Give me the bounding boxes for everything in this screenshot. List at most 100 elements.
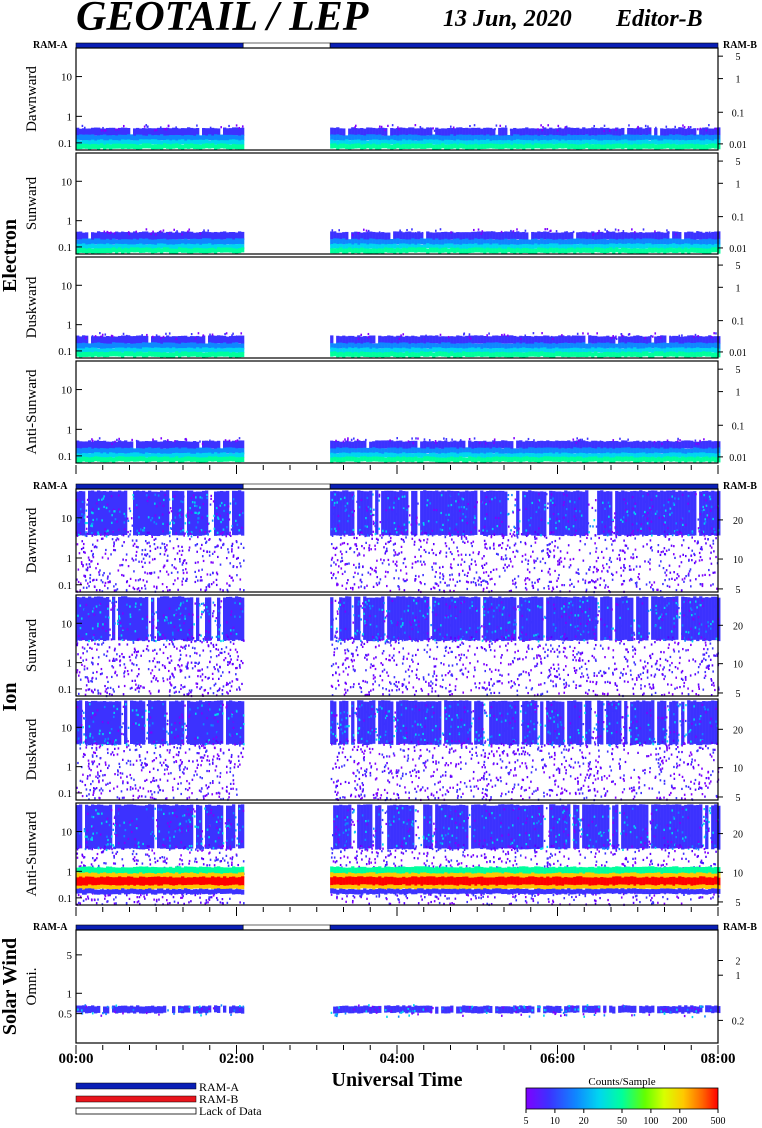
- spectrogram-cell: [84, 336, 87, 339]
- spectrogram-cell: [158, 516, 161, 519]
- spectrogram-cell: [393, 491, 397, 536]
- spectrogram-cell: [645, 456, 649, 462]
- spectrogram-cell: [351, 497, 354, 500]
- spectrogram-cell: [387, 140, 391, 146]
- spectrogram-cell: [489, 248, 493, 254]
- spectrogram-cell: [423, 539, 425, 542]
- spectrogram-cell: [384, 336, 388, 345]
- spectrogram-cell: [579, 348, 583, 354]
- spectrogram-cell: [646, 517, 649, 520]
- spectrogram-cell: [352, 586, 354, 590]
- spectrogram-cell: [190, 532, 192, 535]
- spectrogram-cell: [81, 513, 83, 516]
- spectrogram-cell: [504, 244, 508, 250]
- spectrogram-cell: [699, 448, 703, 455]
- spectrogram-cell: [103, 232, 107, 241]
- spectrogram-cell: [438, 128, 442, 137]
- spectrogram-cell: [401, 532, 404, 535]
- spectrogram-cell: [504, 352, 508, 358]
- spectrogram-cell: [564, 231, 568, 240]
- spectrogram-cell: [339, 135, 343, 142]
- spectrogram-cell: [127, 441, 131, 450]
- spectrogram-cell: [235, 238, 239, 245]
- spectrogram-cell: [392, 506, 395, 509]
- spectrogram-cell: [178, 509, 181, 513]
- spectrogram-cell: [489, 143, 493, 149]
- spectrogram-cell: [366, 231, 369, 234]
- spectrogram-cell: [573, 127, 577, 136]
- spectrogram-cell: [633, 351, 637, 357]
- spectrogram-cell: [609, 134, 613, 141]
- spectrogram-cell: [170, 571, 173, 574]
- spectrogram-cell: [524, 229, 527, 232]
- spectrogram-cell: [451, 513, 454, 516]
- spectrogram-cell: [486, 127, 490, 136]
- spectrogram-cell: [642, 495, 644, 498]
- spectrogram-cell: [637, 126, 639, 129]
- spectrogram-cell: [495, 452, 499, 458]
- spectrogram-cell: [717, 491, 721, 536]
- spectrogram-cell: [160, 456, 164, 462]
- spectrogram-cell: [515, 549, 518, 552]
- spectrogram-cell: [558, 453, 562, 459]
- spectrogram-cell: [634, 527, 636, 530]
- spectrogram-cell: [717, 135, 721, 142]
- spectrogram-cell: [387, 335, 391, 344]
- spectrogram-cell: [563, 441, 565, 444]
- spectrogram-cell: [570, 336, 574, 345]
- spectrogram-cell: [708, 238, 712, 245]
- spectrogram-cell: [390, 440, 394, 449]
- spectrogram-cell: [118, 498, 121, 501]
- spectrogram-cell: [693, 128, 697, 137]
- spectrogram-cell: [217, 516, 219, 519]
- spectrogram-cell: [478, 529, 480, 532]
- spectrogram-cell: [651, 247, 655, 253]
- spectrogram-cell: [241, 125, 244, 128]
- spectrogram-cell: [682, 553, 684, 556]
- spectrogram-cell: [81, 540, 84, 543]
- spectrogram-cell: [717, 441, 721, 450]
- spectrogram-cell: [661, 442, 663, 446]
- spectrogram-cell: [441, 351, 445, 357]
- spectrogram-cell: [413, 543, 416, 546]
- spectrogram-cell: [471, 140, 475, 146]
- spectrogram-cell: [645, 447, 649, 454]
- spectrogram-cell: [648, 243, 652, 249]
- spectrogram-cell: [118, 437, 120, 440]
- spectrogram-cell: [92, 532, 94, 535]
- spectrogram-cell: [630, 144, 634, 150]
- spectrogram-cell: [132, 494, 135, 497]
- spectrogram-cell: [717, 231, 721, 240]
- spectrogram-cell: [549, 441, 553, 450]
- spectrogram-cell: [184, 568, 187, 571]
- spectrogram-cell: [528, 248, 532, 254]
- spectrogram-cell: [154, 453, 158, 459]
- spectrogram-cell: [193, 135, 197, 142]
- spectrogram-cell: [562, 516, 565, 519]
- spectrogram-cell: [91, 448, 95, 455]
- spectrogram-cell: [396, 352, 400, 358]
- spectrogram-cell: [537, 351, 541, 357]
- spectrogram-cell: [435, 229, 437, 232]
- spectrogram-cell: [88, 238, 92, 245]
- spectrogram-cell: [360, 529, 362, 532]
- spectrogram-cell: [558, 244, 562, 250]
- spectrogram-cell: [206, 493, 208, 497]
- spectrogram-cell: [697, 128, 699, 131]
- spectrogram-cell: [411, 457, 415, 463]
- spectrogram-cell: [221, 518, 224, 521]
- spectrogram-cell: [106, 232, 110, 241]
- spectrogram-cell: [494, 128, 496, 131]
- spectrogram-cell: [175, 244, 179, 250]
- spectrogram-cell: [525, 248, 529, 254]
- spectrogram-cell: [432, 456, 436, 462]
- spectrogram-cell: [94, 336, 98, 345]
- spectrogram-cell: [229, 511, 231, 514]
- spectrogram-cell: [637, 576, 640, 579]
- spectrogram-cell: [172, 520, 174, 524]
- spectrogram-cell: [555, 239, 559, 246]
- spectrogram-cell: [552, 456, 556, 462]
- spectrogram-cell: [223, 447, 227, 454]
- spectrogram-cell: [441, 348, 445, 354]
